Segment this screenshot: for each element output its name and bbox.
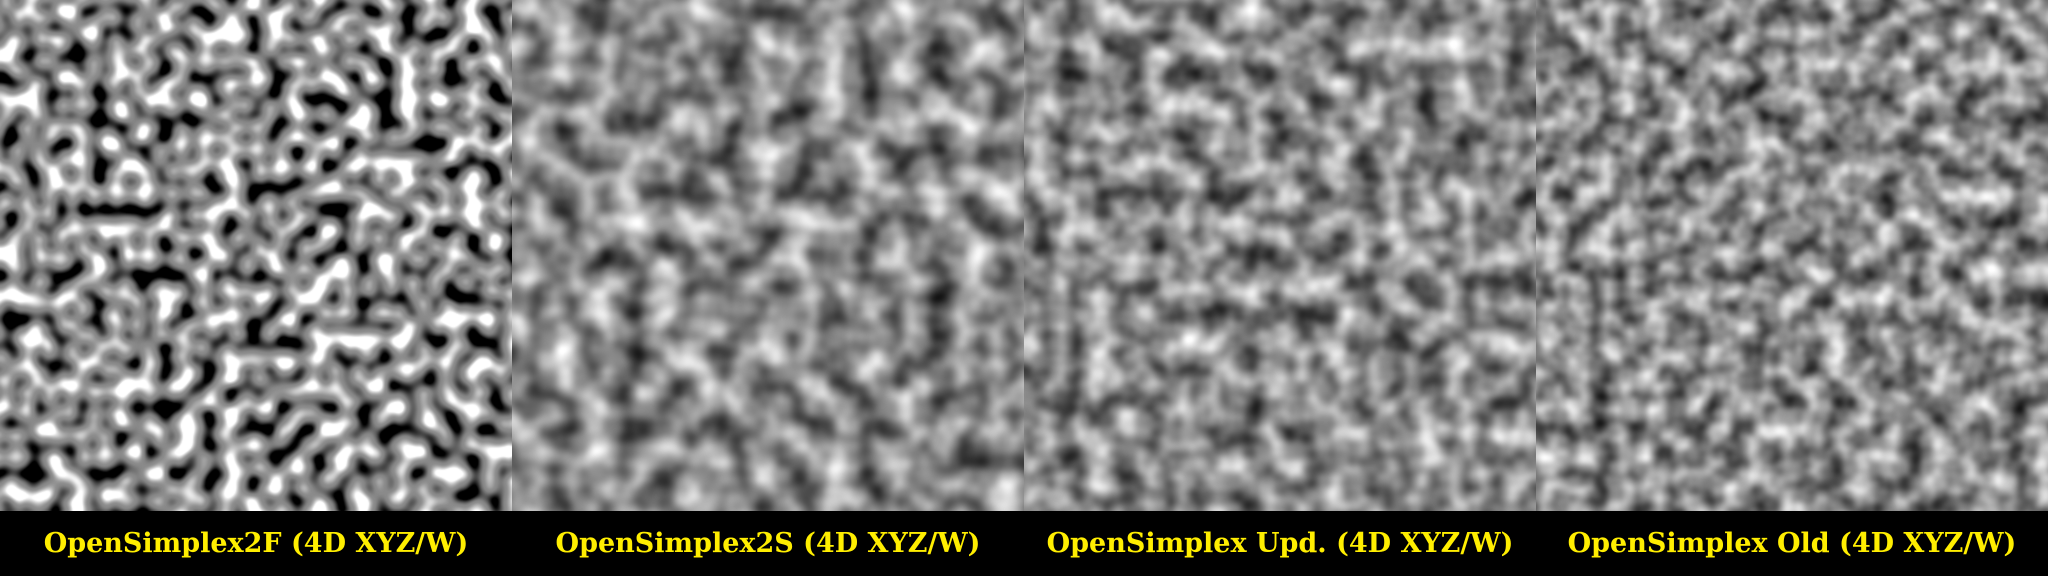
noise-image-opensimplex-old [1536,0,2048,511]
noise-panel-opensimplex-updated [1024,0,1536,511]
noise-image-opensimplex2f [0,0,512,511]
caption-opensimplex2s: OpenSimplex2S (4D XYZ/W) [555,528,981,559]
caption-opensimplex-updated: OpenSimplex Upd. (4D XYZ/W) [1046,528,1514,559]
noise-panels [0,0,2048,511]
caption-bar: OpenSimplex2F (4D XYZ/W) OpenSimplex2S (… [0,511,2048,576]
noise-image-opensimplex-updated [1024,0,1536,511]
noise-image-opensimplex2s [512,0,1024,511]
caption-opensimplex-old: OpenSimplex Old (4D XYZ/W) [1567,528,2017,559]
noise-panel-opensimplex2s [512,0,1024,511]
noise-panel-opensimplex2f [0,0,512,511]
caption-opensimplex2f: OpenSimplex2F (4D XYZ/W) [43,528,469,559]
noise-panel-opensimplex-old [1536,0,2048,511]
